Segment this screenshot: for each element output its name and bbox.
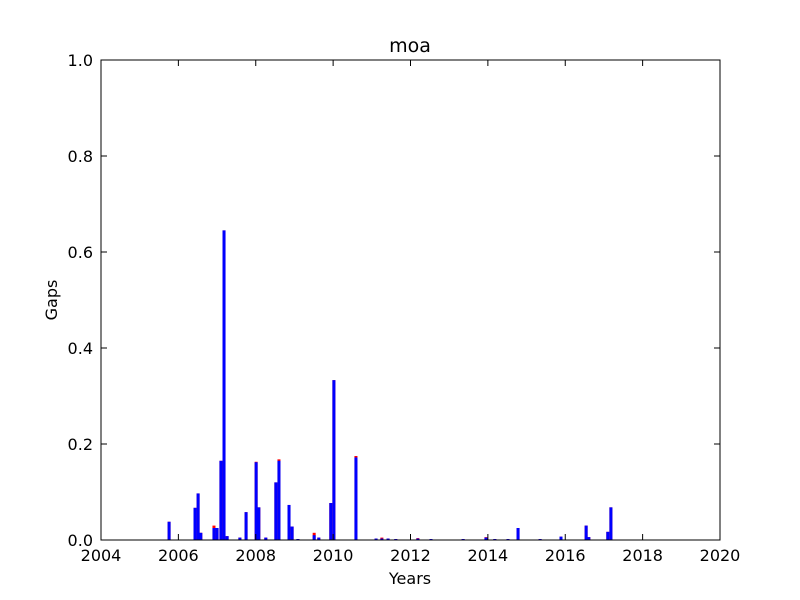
bar bbox=[587, 537, 591, 540]
bar bbox=[609, 507, 613, 540]
bar bbox=[277, 460, 281, 540]
bar bbox=[329, 503, 333, 540]
bar bbox=[254, 462, 258, 540]
bar bbox=[225, 536, 229, 540]
x-tick-label: 2006 bbox=[158, 546, 199, 565]
x-axis-label: Years bbox=[388, 569, 431, 588]
bar bbox=[559, 536, 563, 540]
x-tick-label: 2016 bbox=[545, 546, 586, 565]
bar bbox=[212, 528, 216, 540]
bar bbox=[274, 482, 278, 540]
x-tick-label: 2018 bbox=[622, 546, 663, 565]
bar bbox=[244, 512, 248, 540]
x-tick-label: 2014 bbox=[468, 546, 509, 565]
y-tick-label: 0.4 bbox=[68, 339, 93, 358]
x-tick-label: 2008 bbox=[235, 546, 276, 565]
y-tick-label: 0.6 bbox=[68, 243, 93, 262]
bar bbox=[167, 521, 171, 540]
bar bbox=[222, 230, 226, 540]
x-tick-label: 2010 bbox=[313, 546, 354, 565]
y-axis-label: Gaps bbox=[42, 280, 61, 321]
bar bbox=[215, 528, 219, 540]
bar bbox=[374, 538, 378, 540]
bar bbox=[219, 460, 223, 540]
y-tick-label: 0.2 bbox=[68, 435, 93, 454]
bar bbox=[484, 537, 488, 540]
x-tick-label: 2020 bbox=[700, 546, 741, 565]
chart-title: moa bbox=[389, 35, 431, 57]
y-tick-label: 0.8 bbox=[68, 147, 93, 166]
bar bbox=[257, 507, 261, 540]
bar bbox=[516, 528, 520, 540]
bar bbox=[238, 537, 242, 540]
bar bbox=[606, 531, 610, 540]
bar bbox=[317, 537, 321, 540]
bar bbox=[416, 538, 420, 540]
x-tick-label: 2012 bbox=[390, 546, 431, 565]
y-tick-label: 1.0 bbox=[68, 51, 93, 70]
bar bbox=[332, 380, 336, 540]
bar bbox=[380, 538, 384, 540]
bar bbox=[290, 526, 294, 540]
bar bbox=[199, 532, 203, 540]
bar bbox=[354, 457, 358, 540]
bar bbox=[312, 535, 316, 540]
bar bbox=[386, 538, 390, 540]
bar bbox=[264, 537, 268, 540]
x-tick-label: 2004 bbox=[81, 546, 122, 565]
y-tick-label: 0.0 bbox=[68, 531, 93, 550]
bar bbox=[584, 525, 588, 540]
bar bbox=[196, 493, 200, 540]
bar bbox=[287, 504, 291, 540]
bar bbox=[193, 507, 197, 540]
